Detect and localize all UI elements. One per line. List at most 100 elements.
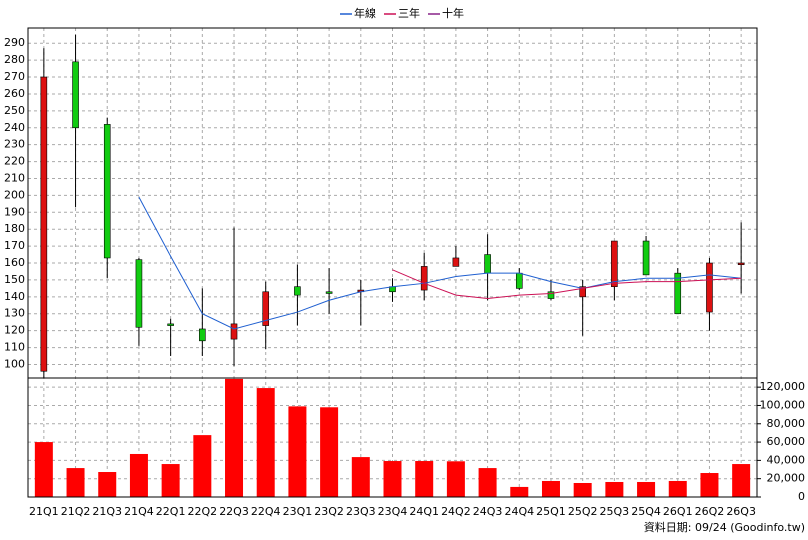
- y-tick-label: 130: [4, 307, 25, 320]
- volume-bar: [288, 406, 307, 497]
- candle-body: [706, 262, 713, 313]
- y-tick-label: 280: [4, 53, 25, 66]
- candle-body: [611, 240, 618, 287]
- volume-bar: [383, 461, 402, 497]
- x-tick-label: 24Q4: [504, 505, 534, 518]
- x-tick-label: 23Q1: [283, 505, 313, 518]
- candle-body: [547, 291, 555, 299]
- y-tick-label: 210: [4, 171, 25, 184]
- volume-bar: [668, 480, 687, 497]
- y-tick-label: 220: [4, 155, 25, 168]
- x-tick-label: 25Q3: [600, 505, 630, 518]
- volume-bar: [415, 461, 434, 497]
- volume-tick-label: 60,000: [767, 435, 806, 448]
- volume-tick-label: 120,000: [760, 380, 806, 393]
- x-tick-label: 21Q3: [92, 505, 122, 518]
- legend-label: 年線: [354, 6, 376, 20]
- volume-bar: [732, 464, 751, 497]
- y-tick-label: 190: [4, 205, 25, 218]
- y-tick-label: 270: [4, 70, 25, 83]
- candle-body: [484, 254, 491, 274]
- y-tick-label: 140: [4, 290, 25, 303]
- x-tick-label: 26Q2: [695, 505, 725, 518]
- volume-bar: [478, 468, 497, 497]
- candle-body: [230, 323, 238, 340]
- candle-body: [199, 328, 206, 342]
- volume-bar: [129, 453, 148, 497]
- x-tick-label: 21Q4: [124, 505, 154, 518]
- y-tick-label: 170: [4, 239, 25, 252]
- volume-bar: [256, 388, 275, 497]
- x-tick-label: 23Q3: [346, 505, 376, 518]
- x-tick-label: 26Q3: [726, 505, 756, 518]
- candle-body: [642, 240, 650, 276]
- legend-label: 三年: [398, 6, 420, 20]
- x-tick-label: 23Q2: [314, 505, 344, 518]
- candle-body: [135, 259, 143, 328]
- candle-body: [262, 291, 270, 326]
- x-tick-label: 22Q3: [219, 505, 249, 518]
- candle-body: [103, 124, 111, 259]
- volume-bar: [700, 473, 719, 497]
- volume-bar: [637, 481, 656, 497]
- x-tick-label: 25Q4: [631, 505, 661, 518]
- volume-bar: [446, 461, 465, 497]
- volume-frame: [27, 377, 758, 498]
- candle-body: [579, 286, 586, 298]
- ma-line: [138, 196, 742, 330]
- y-tick-label: 250: [4, 104, 25, 117]
- volume-bar: [225, 378, 244, 497]
- volume-tick-label: 80,000: [767, 417, 806, 430]
- y-tick-label: 260: [4, 87, 25, 100]
- legend-label: 十年: [442, 6, 464, 20]
- candle-body: [515, 272, 523, 289]
- y-tick-label: 180: [4, 222, 25, 235]
- x-tick-label: 24Q2: [441, 505, 471, 518]
- y-tick-label: 200: [4, 188, 25, 201]
- volume-tick-label: 0: [798, 490, 805, 503]
- x-tick-label: 22Q2: [187, 505, 217, 518]
- x-tick-label: 24Q1: [409, 505, 439, 518]
- x-tick-label: 24Q3: [473, 505, 503, 518]
- x-tick-label: 21Q1: [29, 505, 59, 518]
- volume-bar: [193, 435, 212, 497]
- ma-line: [392, 269, 742, 300]
- volume-bar: [66, 468, 85, 497]
- volume-bar: [320, 407, 339, 497]
- candle-body: [674, 272, 682, 315]
- volume-bar: [34, 442, 53, 497]
- volume-bar: [510, 486, 529, 497]
- y-tick-label: 160: [4, 256, 25, 269]
- y-tick-label: 230: [4, 138, 25, 151]
- volume-bar: [605, 481, 624, 497]
- candle-body: [40, 76, 48, 372]
- volume-tick-label: 20,000: [767, 472, 806, 485]
- x-tick-label: 22Q4: [251, 505, 281, 518]
- volume-bar: [98, 472, 117, 497]
- candle-body: [72, 61, 79, 129]
- source-note: 資料日期: 09/24 (Goodinfo.tw): [644, 520, 805, 534]
- volume-tick-label: 100,000: [760, 398, 806, 411]
- x-tick-label: 25Q2: [568, 505, 598, 518]
- x-tick-label: 26Q1: [663, 505, 693, 518]
- volume-bar: [573, 482, 592, 497]
- candle-body: [452, 257, 460, 267]
- candle-body: [325, 291, 333, 294]
- y-tick-label: 240: [4, 121, 25, 134]
- y-tick-label: 290: [4, 36, 25, 49]
- y-tick-label: 100: [4, 357, 25, 370]
- volume-tick-label: 40,000: [767, 453, 806, 466]
- y-tick-label: 150: [4, 273, 25, 286]
- volume-bar: [351, 457, 370, 497]
- y-tick-label: 120: [4, 324, 25, 337]
- volume-bar: [161, 464, 180, 497]
- candle-body: [294, 286, 301, 296]
- x-tick-label: 25Q1: [536, 505, 566, 518]
- y-tick-label: 110: [4, 341, 25, 354]
- volume-bar: [541, 480, 560, 497]
- x-tick-label: 22Q1: [156, 505, 186, 518]
- candle-body: [737, 262, 745, 266]
- candle-body: [167, 323, 174, 326]
